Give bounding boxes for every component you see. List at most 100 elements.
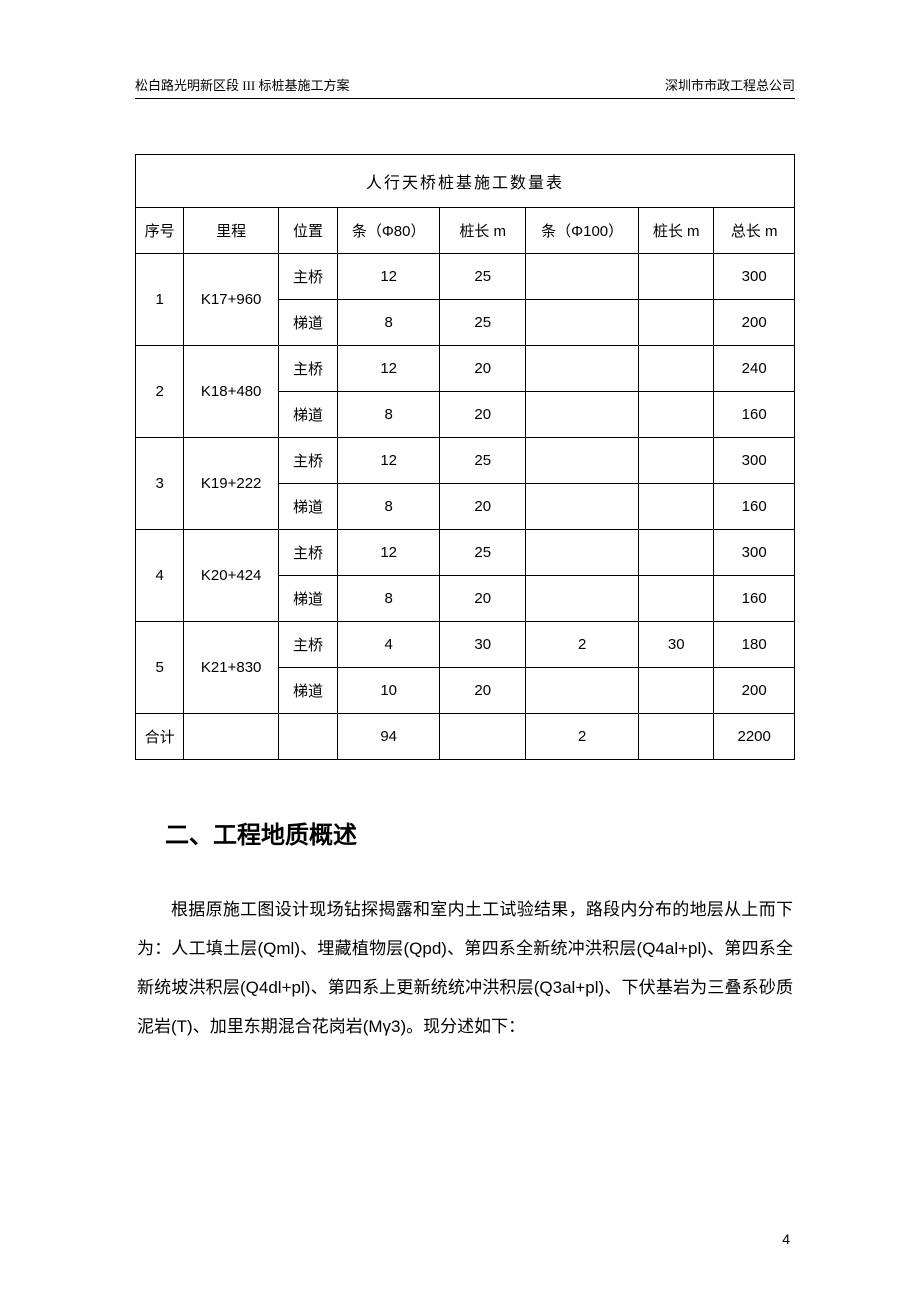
sum-cell [184,714,279,760]
data-cell: 25 [440,438,526,484]
data-cell: 梯道 [278,668,337,714]
data-cell [639,254,714,300]
data-cell: 180 [714,622,795,668]
data-cell: 梯道 [278,484,337,530]
data-cell: 160 [714,392,795,438]
data-cell: 主桥 [278,530,337,576]
header-left: 松白路光明新区段 III 标桩基施工方案 [135,75,350,94]
sum-cell: 94 [338,714,440,760]
data-cell: 20 [440,668,526,714]
data-cell: 12 [338,438,440,484]
data-cell: 主桥 [278,346,337,392]
table-title-row: 人行天桥桩基施工数量表 [136,155,795,208]
table-row: 2K18+480主桥1220240 [136,346,795,392]
sum-cell [440,714,526,760]
data-cell: 200 [714,668,795,714]
data-cell: 8 [338,576,440,622]
data-cell: 25 [440,300,526,346]
col-header: 桩长 m [440,208,526,254]
data-cell [639,530,714,576]
data-cell: 30 [440,622,526,668]
data-cell [526,668,639,714]
data-cell: 20 [440,346,526,392]
data-cell: 20 [440,392,526,438]
page-number: 4 [782,1231,790,1247]
mile-cell: K18+480 [184,346,279,438]
data-cell [639,346,714,392]
data-cell: 10 [338,668,440,714]
data-cell: 梯道 [278,576,337,622]
data-cell: 300 [714,438,795,484]
data-cell: 8 [338,392,440,438]
table-row: 1K17+960主桥1225300 [136,254,795,300]
data-cell [526,300,639,346]
col-header: 桩长 m [639,208,714,254]
data-cell [526,438,639,484]
data-cell: 25 [440,530,526,576]
table-header-row: 序号 里程 位置 条（Φ80） 桩长 m 条（Φ100） 桩长 m 总长 m [136,208,795,254]
data-cell: 160 [714,576,795,622]
seq-cell: 2 [136,346,184,438]
table-row: 5K21+830主桥430230180 [136,622,795,668]
col-header: 条（Φ100） [526,208,639,254]
pile-quantity-table: 人行天桥桩基施工数量表 序号 里程 位置 条（Φ80） 桩长 m 条（Φ100）… [135,154,795,760]
data-cell: 200 [714,300,795,346]
seq-cell: 1 [136,254,184,346]
data-cell: 梯道 [278,300,337,346]
data-cell [639,438,714,484]
data-cell: 20 [440,484,526,530]
section-body: 根据原施工图设计现场钻探揭露和室内土工试验结果，路段内分布的地层从上而下为：人工… [135,890,795,1046]
data-cell: 主桥 [278,622,337,668]
sum-label: 合计 [136,714,184,760]
mile-cell: K21+830 [184,622,279,714]
data-cell: 25 [440,254,526,300]
data-cell: 30 [639,622,714,668]
data-cell [526,346,639,392]
sum-cell: 2 [526,714,639,760]
mile-cell: K17+960 [184,254,279,346]
mile-cell: K20+424 [184,530,279,622]
seq-cell: 5 [136,622,184,714]
section-heading: 二、工程地质概述 [135,815,795,850]
table-row: 4K20+424主桥1225300 [136,530,795,576]
col-header: 里程 [184,208,279,254]
data-cell: 梯道 [278,392,337,438]
data-cell: 12 [338,530,440,576]
data-cell [639,300,714,346]
mile-cell: K19+222 [184,438,279,530]
sum-cell: 2200 [714,714,795,760]
seq-cell: 4 [136,530,184,622]
data-cell: 2 [526,622,639,668]
data-cell: 4 [338,622,440,668]
seq-cell: 3 [136,438,184,530]
data-cell [639,668,714,714]
data-cell: 8 [338,300,440,346]
data-cell [639,392,714,438]
data-cell: 300 [714,254,795,300]
col-header: 总长 m [714,208,795,254]
table-row: 3K19+222主桥1225300 [136,438,795,484]
data-cell: 300 [714,530,795,576]
data-cell [639,576,714,622]
sum-cell [278,714,337,760]
sum-cell [639,714,714,760]
data-cell [526,254,639,300]
col-header: 位置 [278,208,337,254]
data-cell [526,392,639,438]
data-cell [526,576,639,622]
data-cell: 主桥 [278,438,337,484]
col-header: 条（Φ80） [338,208,440,254]
data-cell [639,484,714,530]
data-cell: 12 [338,254,440,300]
table-title: 人行天桥桩基施工数量表 [136,155,795,208]
col-header: 序号 [136,208,184,254]
page-header: 松白路光明新区段 III 标桩基施工方案 深圳市市政工程总公司 [135,75,795,99]
data-cell: 主桥 [278,254,337,300]
data-cell [526,530,639,576]
data-cell: 160 [714,484,795,530]
table-sum-row: 合计 94 2 2200 [136,714,795,760]
header-right: 深圳市市政工程总公司 [665,75,795,94]
data-cell [526,484,639,530]
data-cell: 12 [338,346,440,392]
data-cell: 240 [714,346,795,392]
